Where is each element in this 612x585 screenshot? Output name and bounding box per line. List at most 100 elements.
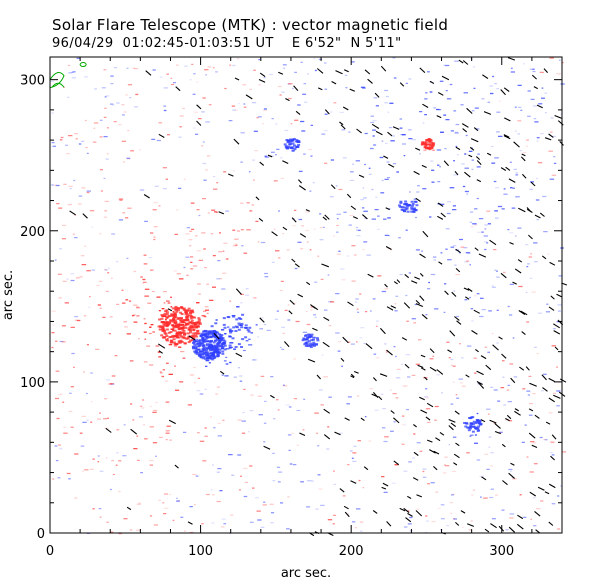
field-pixel <box>381 476 385 478</box>
field-pixel <box>126 67 129 69</box>
field-pixel <box>543 373 547 375</box>
field-vector <box>463 287 470 291</box>
field-pixel <box>479 218 484 220</box>
field-pixel <box>356 341 358 343</box>
field-pixel <box>398 237 401 239</box>
field-pixel <box>77 319 81 322</box>
field-core-pixel <box>403 210 407 213</box>
field-pixel <box>231 105 235 107</box>
field-pixel <box>263 422 267 424</box>
field-pixel <box>558 310 561 312</box>
field-pixel <box>377 228 380 230</box>
field-pixel <box>405 294 408 297</box>
field-core-pixel <box>199 351 203 354</box>
field-pixel <box>303 153 306 155</box>
field-pixel <box>514 235 517 237</box>
field-pixel <box>496 111 501 113</box>
field-pixel <box>379 156 384 159</box>
field-pixel <box>395 295 399 297</box>
field-pixel <box>477 153 480 155</box>
field-pixel <box>526 321 530 323</box>
field-pixel <box>481 98 485 100</box>
field-pixel <box>490 488 494 490</box>
field-pixel <box>329 196 334 198</box>
field-pixel <box>542 195 547 198</box>
field-pixel <box>162 502 165 504</box>
field-pixel <box>166 362 169 364</box>
field-pixel <box>215 71 218 73</box>
field-pixel <box>133 321 138 323</box>
field-pixel <box>91 269 95 271</box>
field-vector <box>422 103 429 108</box>
field-pixel <box>461 385 466 387</box>
field-pixel <box>418 339 422 341</box>
field-pixel <box>171 83 174 86</box>
field-pixel <box>150 232 154 234</box>
field-pixel <box>102 316 106 318</box>
field-pixel <box>362 487 365 489</box>
field-pixel <box>539 71 544 73</box>
field-pixel <box>76 277 80 279</box>
field-pixel <box>534 121 539 123</box>
field-pixel <box>111 233 116 235</box>
field-pixel <box>381 290 387 293</box>
field-pixel <box>180 516 184 518</box>
field-pixel <box>76 57 81 59</box>
field-core-pixel <box>200 332 204 335</box>
field-pixel <box>52 145 56 147</box>
field-pixel <box>427 421 431 423</box>
field-pixel <box>277 481 281 483</box>
field-pixel <box>168 344 173 346</box>
field-pixel <box>438 109 442 111</box>
field-pixel <box>454 132 459 134</box>
field-pixel <box>234 238 239 240</box>
field-pixel <box>450 494 454 496</box>
field-pixel <box>543 231 548 233</box>
field-vector <box>344 511 350 518</box>
field-pixel <box>57 273 62 275</box>
field-pixel <box>153 524 158 526</box>
field-pixel <box>280 502 284 504</box>
field-pixel <box>405 82 408 84</box>
field-pixel <box>298 170 303 172</box>
field-pixel <box>297 104 301 106</box>
field-pixel <box>476 459 481 461</box>
field-pixel <box>431 181 435 183</box>
field-pixel <box>73 179 76 182</box>
field-pixel <box>449 83 453 86</box>
field-pixel <box>172 519 175 521</box>
field-pixel <box>295 320 300 323</box>
field-pixel <box>551 174 557 176</box>
field-vector <box>456 320 462 325</box>
field-pixel <box>189 79 192 81</box>
field-pixel <box>240 132 245 134</box>
field-pixel <box>165 178 168 180</box>
field-pixel <box>298 170 303 172</box>
field-pixel <box>541 97 545 99</box>
field-core-pixel <box>240 346 243 348</box>
field-pixel <box>474 372 477 374</box>
field-pixel <box>263 108 267 110</box>
field-pixel <box>291 432 294 434</box>
field-vector <box>353 370 359 374</box>
field-pixel <box>165 401 170 403</box>
field-core-pixel <box>210 339 214 342</box>
field-pixel <box>328 301 332 303</box>
field-pixel <box>190 261 193 263</box>
field-pixel <box>474 434 477 436</box>
field-vector <box>539 212 545 217</box>
field-pixel <box>559 59 561 61</box>
field-pixel <box>278 471 283 473</box>
field-pixel <box>143 263 148 265</box>
field-pixel <box>273 418 276 420</box>
field-pixel <box>497 400 501 402</box>
field-pixel <box>178 322 181 324</box>
field-pixel <box>142 399 145 401</box>
field-pixel <box>136 315 140 317</box>
field-vector <box>350 205 357 211</box>
field-pixel <box>544 439 548 441</box>
field-pixel <box>530 253 532 255</box>
field-vector <box>560 378 567 383</box>
field-core-pixel <box>203 349 207 351</box>
field-pixel <box>80 255 85 257</box>
